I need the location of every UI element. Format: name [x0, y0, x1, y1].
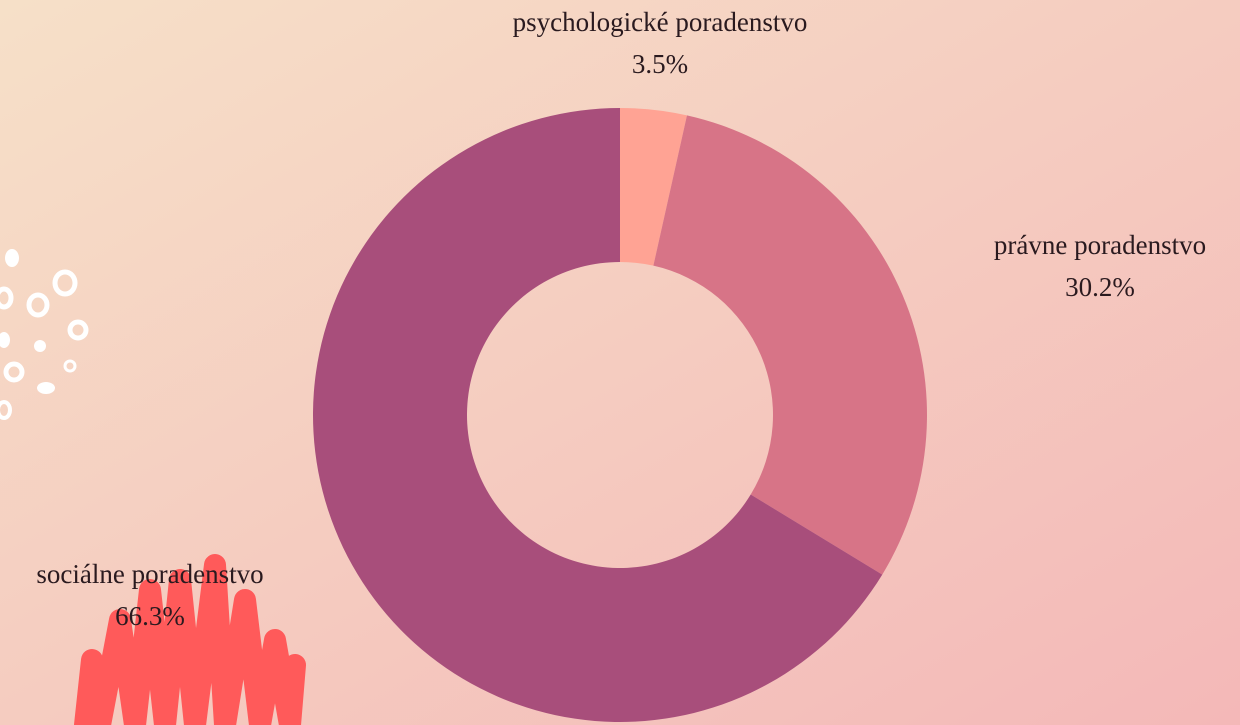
slice-label: psychologické poradenstvo	[513, 7, 808, 37]
slice-label: právne poradenstvo	[994, 230, 1206, 260]
donut-slice	[312, 108, 883, 722]
slice-value-label: 3.5%	[632, 49, 688, 79]
slice-value-label: 66.3%	[115, 601, 185, 631]
scribble-decoration	[74, 554, 306, 725]
slice-label: sociálne poradenstvo	[36, 559, 263, 589]
dot-decoration	[0, 249, 89, 420]
donut-slice	[620, 108, 687, 266]
donut-slice	[653, 115, 928, 575]
slice-value-label: 30.2%	[1065, 272, 1135, 302]
